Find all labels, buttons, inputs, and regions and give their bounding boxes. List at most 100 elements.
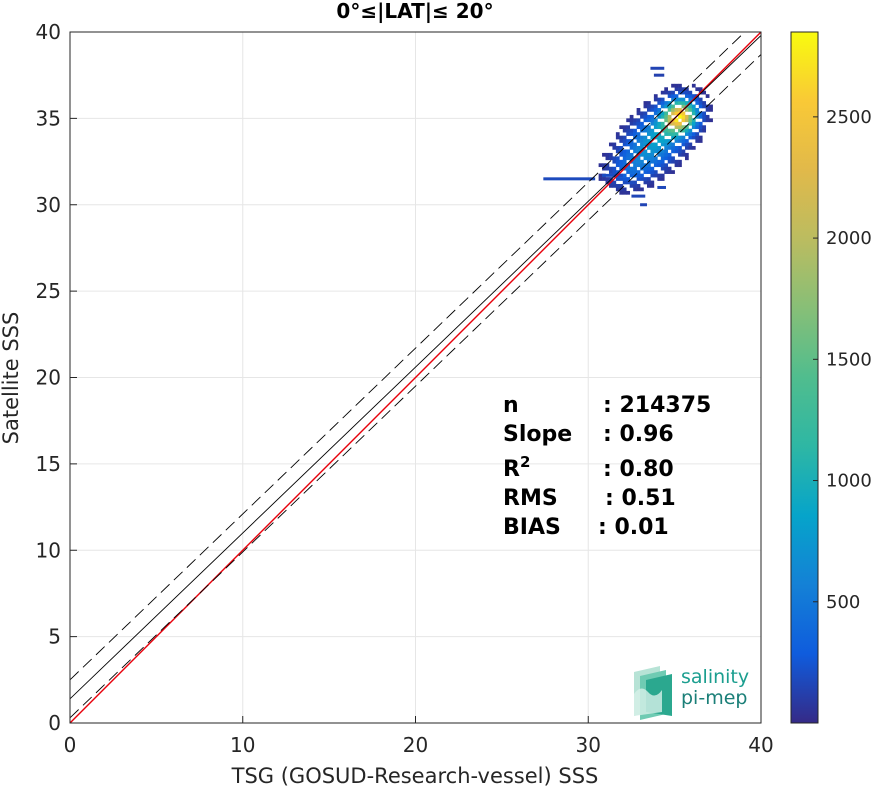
density-cell — [653, 104, 658, 109]
density-cell — [629, 118, 634, 123]
density-cell — [619, 166, 624, 171]
density-cell — [671, 94, 675, 98]
density-cell — [636, 121, 641, 126]
density-cell — [671, 121, 675, 126]
density-cell — [660, 173, 665, 178]
density-cell — [660, 97, 665, 102]
density-cell — [684, 87, 689, 92]
density-cell — [657, 149, 662, 154]
density-cell — [660, 152, 665, 157]
density-cell — [650, 104, 655, 109]
density-cell — [702, 125, 707, 130]
density-cell — [605, 163, 610, 168]
density-cell — [650, 142, 655, 147]
density-cell — [691, 104, 696, 109]
density-cell — [684, 132, 689, 136]
density-cell — [657, 135, 662, 140]
density-cell — [626, 125, 631, 130]
x-axis-ticks: 0 10 20 30 40 — [64, 716, 774, 757]
density-cell — [643, 149, 648, 154]
density-cell — [671, 97, 675, 102]
density-cell — [698, 114, 703, 119]
density-cell — [691, 108, 696, 112]
density-cell — [691, 83, 696, 88]
density-cell — [636, 135, 641, 140]
density-cell — [664, 128, 669, 133]
density-cell — [681, 142, 686, 147]
density-cell — [605, 166, 610, 171]
density-cell — [688, 97, 693, 102]
density-cell — [660, 135, 665, 140]
density-cell — [674, 135, 679, 140]
colorbar-tick-label: 2500 — [826, 107, 872, 128]
density-cell — [612, 146, 617, 150]
density-cell — [629, 128, 634, 133]
density-cell — [643, 166, 648, 171]
density-cell — [622, 187, 627, 192]
density-cell — [615, 135, 620, 140]
density-cell — [684, 90, 689, 95]
density-cell — [633, 184, 637, 188]
density-cell — [612, 142, 617, 147]
density-cell — [643, 139, 648, 143]
density-cell — [636, 177, 641, 181]
density-cell — [671, 111, 675, 116]
density-cell — [640, 163, 644, 168]
density-cell — [691, 121, 696, 126]
stat-value: : 214375 — [603, 393, 711, 418]
x-axis-label: TSG (GOSUD-Research-vessel) SSS — [231, 764, 599, 788]
density-cell — [684, 139, 689, 143]
density-cell — [681, 128, 686, 133]
density-cell — [646, 108, 651, 112]
density-cell — [622, 180, 627, 185]
density-cell — [660, 166, 665, 171]
density-cell — [640, 139, 644, 143]
density-cell — [709, 108, 713, 112]
density-cell — [650, 180, 655, 185]
density-cells — [543, 66, 713, 207]
density-cell — [678, 121, 682, 126]
density-cell — [657, 152, 662, 157]
density-cell — [653, 159, 658, 164]
chart-title: 0°≤|LAT|≤ 20° — [336, 0, 493, 23]
outlier-cell — [602, 173, 623, 177]
density-cell — [629, 184, 634, 188]
density-cell — [633, 121, 637, 126]
density-cell — [629, 146, 634, 150]
density-cell — [671, 142, 675, 147]
density-cell — [691, 135, 696, 140]
density-cell — [636, 149, 641, 154]
density-cell — [660, 177, 665, 181]
density-cell — [664, 118, 669, 123]
density-cell — [657, 97, 662, 102]
density-cell — [640, 159, 644, 164]
density-cell — [678, 125, 682, 130]
density-cell — [640, 111, 644, 116]
density-cell — [674, 149, 679, 154]
density-cell — [709, 118, 713, 123]
density-cell — [691, 146, 696, 150]
density-cell — [691, 125, 696, 130]
density-cell — [702, 114, 707, 119]
density-cell — [657, 173, 662, 178]
density-cell — [664, 146, 669, 150]
density-cell — [667, 146, 672, 150]
density-cell — [622, 125, 627, 130]
density-cell — [698, 87, 703, 92]
density-cell — [619, 187, 624, 192]
density-cell — [650, 132, 655, 136]
density-cell — [660, 121, 665, 126]
density-cell — [653, 125, 658, 130]
density-cell — [633, 187, 637, 192]
density-cell — [643, 152, 648, 157]
reference-lines — [70, 32, 761, 723]
density-cell — [612, 156, 617, 161]
density-cell — [660, 156, 665, 161]
density-cell — [664, 139, 669, 143]
density-cell — [643, 118, 648, 123]
density-cell — [622, 190, 627, 195]
density-cell — [626, 132, 631, 136]
density-cell — [681, 139, 686, 143]
wave-icon — [634, 666, 672, 720]
